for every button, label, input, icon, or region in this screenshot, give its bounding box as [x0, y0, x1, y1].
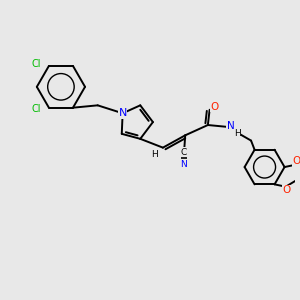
- Text: N: N: [118, 108, 127, 118]
- Text: Cl: Cl: [31, 59, 41, 70]
- Text: O: O: [211, 102, 219, 112]
- Text: O: O: [282, 185, 290, 195]
- Text: N: N: [227, 121, 235, 131]
- Text: O: O: [292, 156, 300, 166]
- Text: N: N: [180, 160, 187, 169]
- Text: H: H: [151, 150, 158, 159]
- Text: H: H: [234, 129, 241, 138]
- Text: C: C: [181, 148, 187, 157]
- Text: Cl: Cl: [31, 104, 41, 114]
